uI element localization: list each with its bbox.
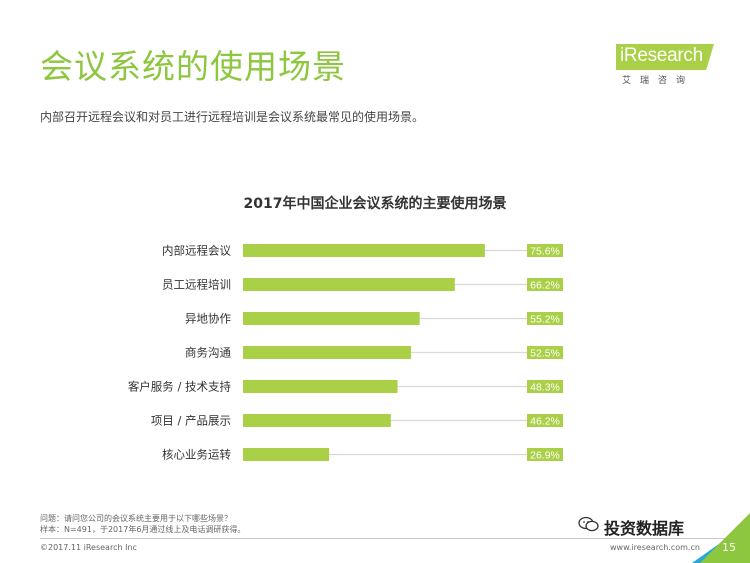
footer-notes: 问题：请问您公司的会议系统主要用于以下哪些场景？ 样本：N=491，于2017年…: [40, 513, 245, 535]
value-label: 46.2%: [530, 416, 560, 428]
footer-divider: [40, 538, 730, 539]
logo-banner: [616, 44, 714, 70]
category-label: 内部远程会议: [162, 244, 231, 258]
category-label: 员工远程培训: [162, 278, 231, 292]
page-number: 15: [722, 541, 736, 554]
chart-title: 2017年中国企业会议系统的主要使用场景: [243, 196, 507, 212]
bar: [243, 448, 330, 461]
logo-cn-text: 艾瑞咨询: [622, 76, 695, 86]
value-label: 48.3%: [530, 382, 560, 394]
copyright: ©2017.11 iResearch Inc: [40, 543, 137, 552]
bar: [243, 312, 420, 325]
value-label: 52.5%: [530, 348, 560, 360]
footer-sample: 样本：N=491，于2017年6月通过线上及电话调研获得。: [40, 525, 246, 534]
iresearch-logo: iResearch 艾瑞咨询: [616, 40, 726, 88]
value-label-bg: [527, 346, 563, 359]
value-label-bg: [527, 312, 563, 325]
footer-question: 问题：请问您公司的会议系统主要用于以下哪些场景？: [40, 514, 232, 523]
watermark-text: 投资数据库: [604, 519, 685, 538]
bar: [243, 278, 455, 291]
value-label-bg: [527, 414, 563, 427]
value-label-bg: [527, 380, 563, 393]
page-subtitle: 内部召开远程会议和对员工进行远程培训是会议系统最常见的使用场景。: [40, 110, 425, 124]
bar: [243, 414, 391, 427]
category-label: 核心业务运转: [162, 448, 231, 462]
bar: [243, 346, 411, 359]
category-label: 项目 / 产品展示: [151, 414, 231, 428]
category-label: 客户服务 / 技术支持: [128, 380, 232, 394]
value-label: 66.2%: [530, 280, 560, 292]
value-label-bg: [527, 278, 563, 291]
value-label: 26.9%: [530, 450, 560, 462]
page-title: 会议系统的使用场景: [40, 47, 346, 86]
value-label-bg: [527, 244, 563, 257]
value-label: 75.6%: [530, 246, 560, 258]
site-url: www.iresearch.com.cn: [610, 543, 700, 552]
bar: [243, 380, 398, 393]
value-label-bg: [527, 448, 563, 461]
wechat-icon: [578, 516, 599, 532]
logo-text: iResearch: [620, 45, 703, 66]
bar: [243, 244, 485, 257]
category-label: 商务沟通: [185, 346, 231, 360]
value-label: 55.2%: [530, 314, 560, 326]
category-label: 异地协作: [185, 312, 231, 326]
